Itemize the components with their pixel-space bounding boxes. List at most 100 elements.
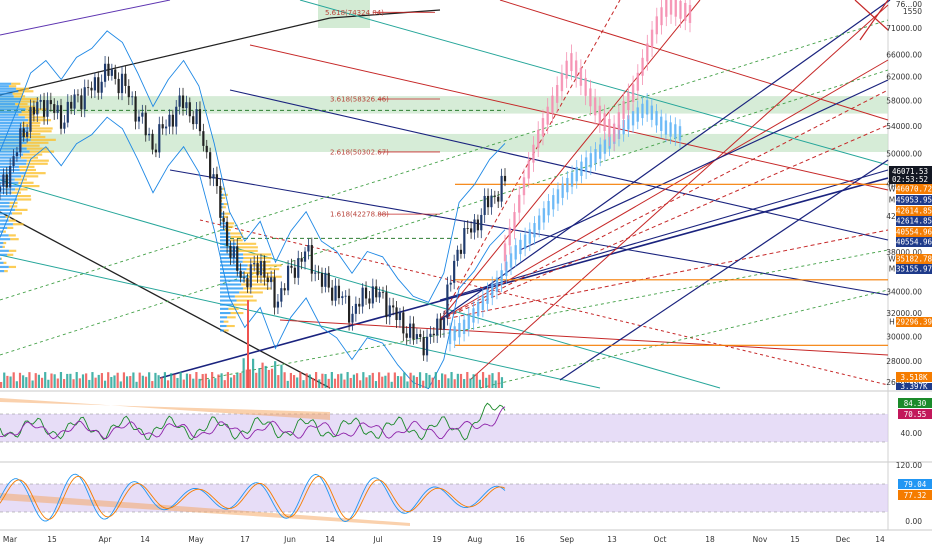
rsi-badge [898,398,932,408]
projection-candle [646,43,649,62]
volume-profile-bar [0,133,23,136]
price-badge-value: 35155.97 [896,265,932,274]
volume-bar [122,372,126,388]
volume-profile-bar [0,113,19,116]
candle [249,264,252,288]
volume-bar [500,377,504,388]
volume-profile-bar [234,295,254,298]
volume-bar [163,372,166,388]
volume-profile-bar [1,257,2,260]
candle [253,263,256,265]
trend-line [299,0,889,166]
projection-candle [665,0,668,17]
volume-bar [97,374,100,388]
price-badge [896,264,932,274]
volume-bar [349,377,352,388]
projection-candle [528,229,531,244]
volume-bar [85,373,88,388]
volume-bar [217,374,220,388]
candle [331,287,334,301]
candle [59,105,63,129]
volume-profile-bar [19,168,36,172]
candle [63,122,66,129]
volume-bar [220,373,223,388]
candle [263,261,266,278]
volume-bar [75,372,78,388]
volume-profile-bar [222,187,226,190]
time-axis-tick: 15 [790,535,800,544]
price-axis-tick: 1550 [903,7,922,16]
volume-bar [248,369,252,388]
projection-candle [565,60,568,79]
volume-bar [151,381,154,388]
projection-candle [532,144,535,163]
volume-profile-bar [230,239,243,242]
volume-bar [0,382,3,388]
rsi-divergence-fill [0,398,330,420]
projection-candle [518,194,521,213]
candle [344,295,347,297]
price-axis-tick: 30000.00 [886,332,922,341]
time-axis-tick: 14 [325,535,335,544]
projection-candle [684,2,687,21]
trend-line [329,9,441,19]
price-axis-tick: 54000.00 [886,122,922,131]
volume-profile-bar [0,223,13,226]
volume-profile-bar [4,270,8,273]
volume-profile-bar [0,188,16,191]
volume-bar [91,372,94,388]
trend-line [439,59,889,321]
candle [297,258,300,278]
volume-bar [381,376,384,388]
volume-profile-bar [28,119,51,122]
volume-bar [264,365,267,388]
volume-profile-bar [15,188,28,191]
volume-profile-bar [25,172,46,175]
time-axis-tick: Nov [753,535,768,544]
candle [293,267,296,278]
candle [9,166,12,188]
volume-profile-bar [12,92,24,95]
projection-candle [495,277,499,292]
volume-profile-bar [15,87,30,90]
volume-profile-bar [15,208,28,211]
volume-profile-bar [0,92,13,95]
candle [463,228,466,254]
projection-candle [503,243,507,262]
volume-bar [113,375,116,388]
candle [351,313,354,323]
candle [392,305,395,308]
volume-bar [107,372,110,388]
price-badge [896,216,932,226]
price-axis-tick: 71000.00 [886,24,922,33]
price-axis-tick: 26400.00 [886,378,922,387]
projection-candle [552,195,555,210]
projection-candle [631,111,635,126]
volume-profile-bar [243,253,272,256]
rsi-badge-value: 84.30 [904,399,927,408]
volume-profile-bar [19,105,36,108]
projection-candle [522,177,526,196]
volume-bar [166,380,170,388]
candle [280,288,283,302]
candle [175,106,178,127]
price-badge-letter: H [889,318,895,327]
candle [229,245,232,258]
stoch-d-line [0,475,506,520]
volume-bar [148,372,151,388]
price-axis-tick: 38000.00 [886,248,922,257]
projection-candle [514,245,517,260]
volume-bar [261,362,264,388]
volume-bar [444,374,447,388]
volume-profile-bar [236,299,257,302]
price-badge-value: 40554.96 [896,238,932,247]
volume-bar [141,375,144,388]
fib-label: 1.618(42278.88) [330,211,389,219]
projection-candle [542,208,546,223]
volume-profile-bar [222,206,226,209]
rsi-signal-line [0,406,506,440]
time-axis-tick: Aug [468,535,483,544]
projection-candle [584,77,587,96]
projection-candle [599,144,602,159]
volume-bar [103,380,107,388]
